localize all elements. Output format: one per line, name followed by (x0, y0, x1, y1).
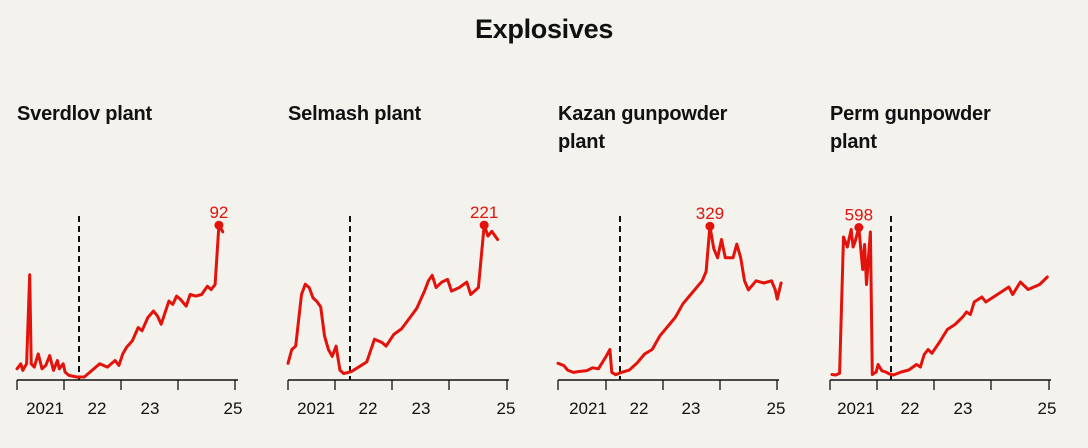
peak-value-label: 329 (696, 204, 724, 223)
series-line (556, 224, 783, 377)
x-tick-label: 22 (359, 399, 378, 418)
panel-title-selmash: Selmash plant (288, 103, 421, 125)
peak-value-label: 92 (209, 203, 228, 222)
x-tick-label: 23 (954, 399, 973, 418)
panel-title-sverdlov: Sverdlov plant (17, 103, 153, 125)
x-tick-label: 22 (88, 399, 107, 418)
x-tick-label: 2021 (837, 399, 875, 418)
x-tick-label: 25 (1038, 399, 1057, 418)
x-tick-label: 2021 (569, 399, 607, 418)
panel-title-kazan: Kazan gunpowder plant (558, 103, 728, 153)
peak-point (854, 223, 864, 232)
peak-point (214, 220, 224, 230)
x-tick-label: 2021 (297, 399, 335, 418)
x-tick-label: 25 (224, 399, 243, 418)
series-line (15, 223, 225, 379)
x-tick-label: 25 (497, 399, 516, 418)
x-tick-label: 2021 (26, 399, 64, 418)
series-line (286, 223, 500, 376)
peak-point (479, 220, 489, 230)
x-tick-label: 25 (767, 399, 786, 418)
chart-main-title: Explosives (474, 14, 614, 44)
x-tick-label: 23 (412, 399, 431, 418)
x-tick-label: 22 (630, 399, 649, 418)
x-tick-label: 22 (901, 399, 920, 418)
peak-value-label: 598 (845, 206, 873, 225)
series-line (830, 226, 1049, 377)
peak-value-label: 221 (470, 203, 498, 222)
x-tick-label: 23 (141, 399, 160, 418)
peak-point (705, 221, 715, 231)
x-tick-label: 23 (682, 399, 701, 418)
panel-title-perm: Perm gunpowder plant (830, 103, 991, 153)
